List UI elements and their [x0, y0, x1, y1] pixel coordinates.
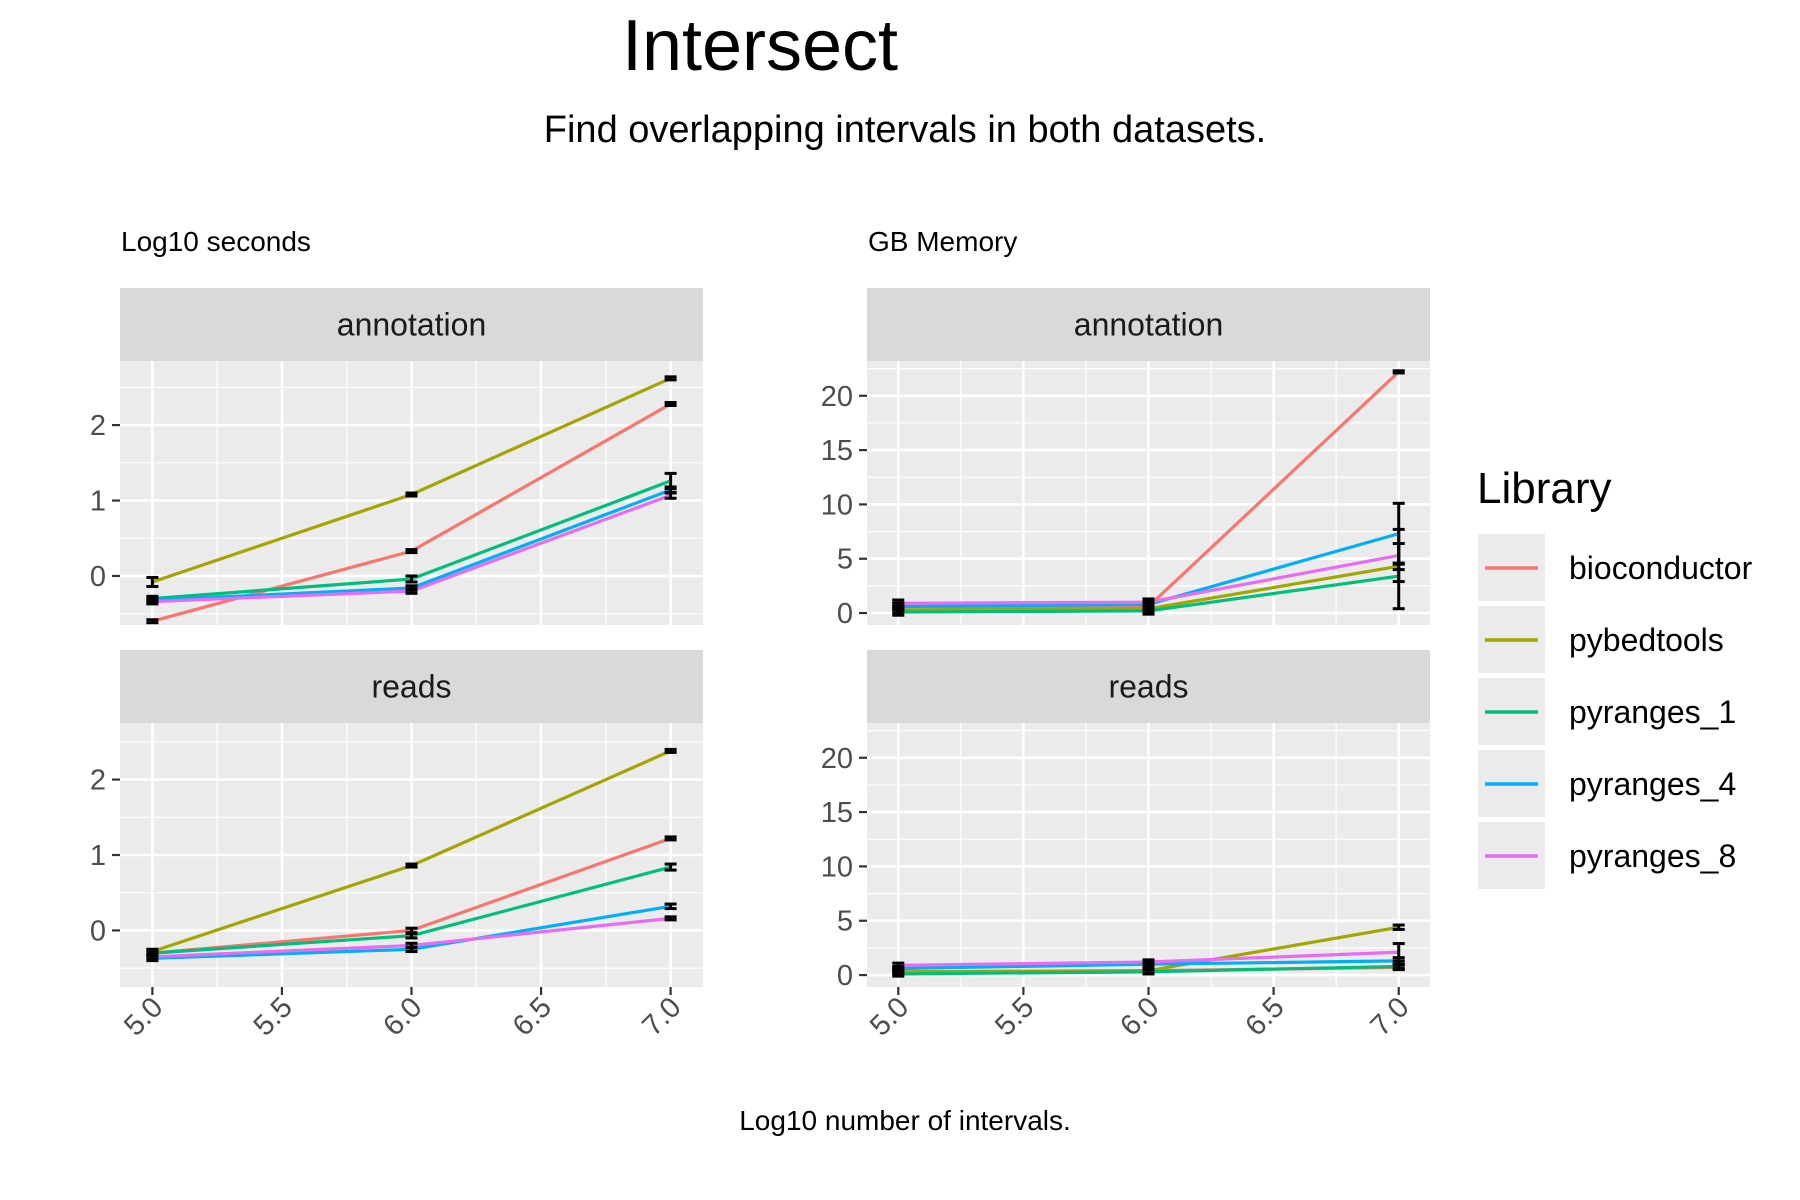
chart-subtitle: Find overlapping intervals in both datas…: [544, 109, 1266, 151]
y-tick-label: 10: [821, 851, 853, 883]
error-bar-pybedtools: [664, 375, 677, 382]
error-bar-bioconductor: [664, 400, 677, 408]
y-tick-label: 10: [821, 489, 853, 521]
x-tick-label: 6.0: [377, 991, 428, 1042]
legend-label: pyranges_4: [1569, 766, 1736, 802]
error-bar-bioconductor: [405, 548, 418, 555]
panel-log10-seconds-reads: reads 0 1 2 5.0 5.5 6.0 6.5 7.0: [90, 650, 703, 1042]
error-bar-pyranges_8: [892, 598, 905, 609]
legend-label: bioconductor: [1569, 550, 1753, 586]
panel-label: Log10 seconds: [121, 226, 311, 257]
error-bar-pyranges_8: [405, 587, 418, 595]
error-bar-pybedtools: [1392, 923, 1405, 931]
y-tick-label: 2: [90, 410, 106, 442]
legend-item-pyranges_4: pyranges_4: [1478, 750, 1736, 817]
error-bar-pyranges_8: [405, 941, 418, 950]
error-bar-pybedtools: [405, 862, 418, 869]
x-tick-label: 6.5: [1239, 991, 1290, 1042]
facet-strip-label: reads: [371, 669, 451, 705]
y-tick-label: 0: [90, 915, 106, 947]
y-tick-label: 15: [821, 435, 853, 467]
y-tick-label: 0: [90, 561, 106, 593]
y-tick-label: 0: [837, 598, 853, 630]
y-tick-label: 0: [837, 960, 853, 992]
panel-gb-memory-reads: reads 0 5 10 15 20 5.0 5.5 6.0 6.5 7.0: [821, 650, 1430, 1042]
error-bar-pyranges_8: [1392, 942, 1405, 963]
panel-label: GB Memory: [868, 226, 1017, 257]
error-bar-pyranges_8: [1142, 958, 1155, 966]
error-bar-pyranges_1: [405, 574, 418, 584]
panel-log10-seconds-annotation: Log10 seconds annotation 0 1 2: [90, 226, 703, 625]
x-axis-label: Log10 number of intervals.: [739, 1105, 1071, 1136]
y-tick-label: 15: [821, 797, 853, 829]
x-tick-label: 7.0: [636, 991, 687, 1042]
error-bar-pyranges_1: [405, 931, 418, 940]
legend-item-pyranges_1: pyranges_1: [1478, 678, 1736, 745]
panels: Log10 seconds annotation 0 1 2 reads 0 1 2 5.0 5.5…: [90, 226, 1430, 1042]
facet-strip: [120, 288, 703, 361]
legend-item-pyranges_8: pyranges_8: [1478, 822, 1736, 889]
error-bar-pyranges_8: [892, 961, 905, 969]
facet-strip: [867, 650, 1430, 723]
y-tick-label: 1: [90, 486, 106, 518]
panel-gb-memory-annotation: GB Memory annotation 0 5 10 15 20: [821, 226, 1430, 630]
x-tick-label: 7.0: [1365, 991, 1416, 1042]
y-tick-label: 2: [90, 765, 106, 797]
error-bar-bioconductor: [1392, 369, 1405, 375]
legend-label: pyranges_1: [1569, 694, 1736, 730]
y-tick-label: 5: [837, 544, 853, 576]
error-bar-pybedtools: [405, 491, 418, 498]
error-bar-pyranges_4: [664, 902, 677, 911]
error-bar-pyranges_8: [1142, 597, 1155, 607]
y-tick-label: 20: [821, 743, 853, 775]
error-bar-bioconductor: [664, 835, 677, 842]
error-bar-pyranges_8: [664, 490, 677, 500]
legend-label: pyranges_8: [1569, 838, 1736, 874]
legend-item-pybedtools: pybedtools: [1478, 606, 1724, 673]
legend-label: pybedtools: [1569, 622, 1724, 658]
legend: Library bioconductor pybedtools pyranges_1p…: [1477, 464, 1753, 889]
error-bar-pyranges_8: [146, 953, 159, 961]
x-tick-label: 6.5: [507, 991, 558, 1042]
x-tick-label: 5.0: [118, 991, 169, 1042]
error-bar-bioconductor: [146, 618, 159, 625]
error-bar-pybedtools: [664, 747, 677, 754]
facet-strip-label: annotation: [337, 307, 486, 343]
error-bar-pybedtools: [146, 575, 159, 589]
x-tick-label: 5.0: [864, 991, 915, 1042]
legend-item-bioconductor: bioconductor: [1478, 534, 1753, 601]
facet-strip: [120, 650, 703, 723]
legend-title: Library: [1477, 464, 1612, 513]
facet-strip: [867, 288, 1430, 361]
x-tick-label: 6.0: [1114, 991, 1165, 1042]
facet-strip-label: reads: [1108, 669, 1188, 705]
facet-strip-label: annotation: [1074, 307, 1223, 343]
x-tick-label: 5.5: [989, 991, 1040, 1042]
error-bar-pyranges_8: [664, 915, 677, 922]
error-bar-pyranges_1: [664, 862, 677, 872]
error-bar-pyranges_1: [1142, 968, 1155, 976]
error-bar-pyranges_8: [1392, 527, 1405, 584]
x-tick-label: 5.5: [248, 991, 299, 1042]
y-tick-label: 1: [90, 840, 106, 872]
chart-title: Intersect: [622, 6, 898, 86]
y-tick-label: 20: [821, 381, 853, 413]
y-tick-label: 5: [837, 906, 853, 938]
error-bar-pyranges_8: [146, 597, 159, 606]
